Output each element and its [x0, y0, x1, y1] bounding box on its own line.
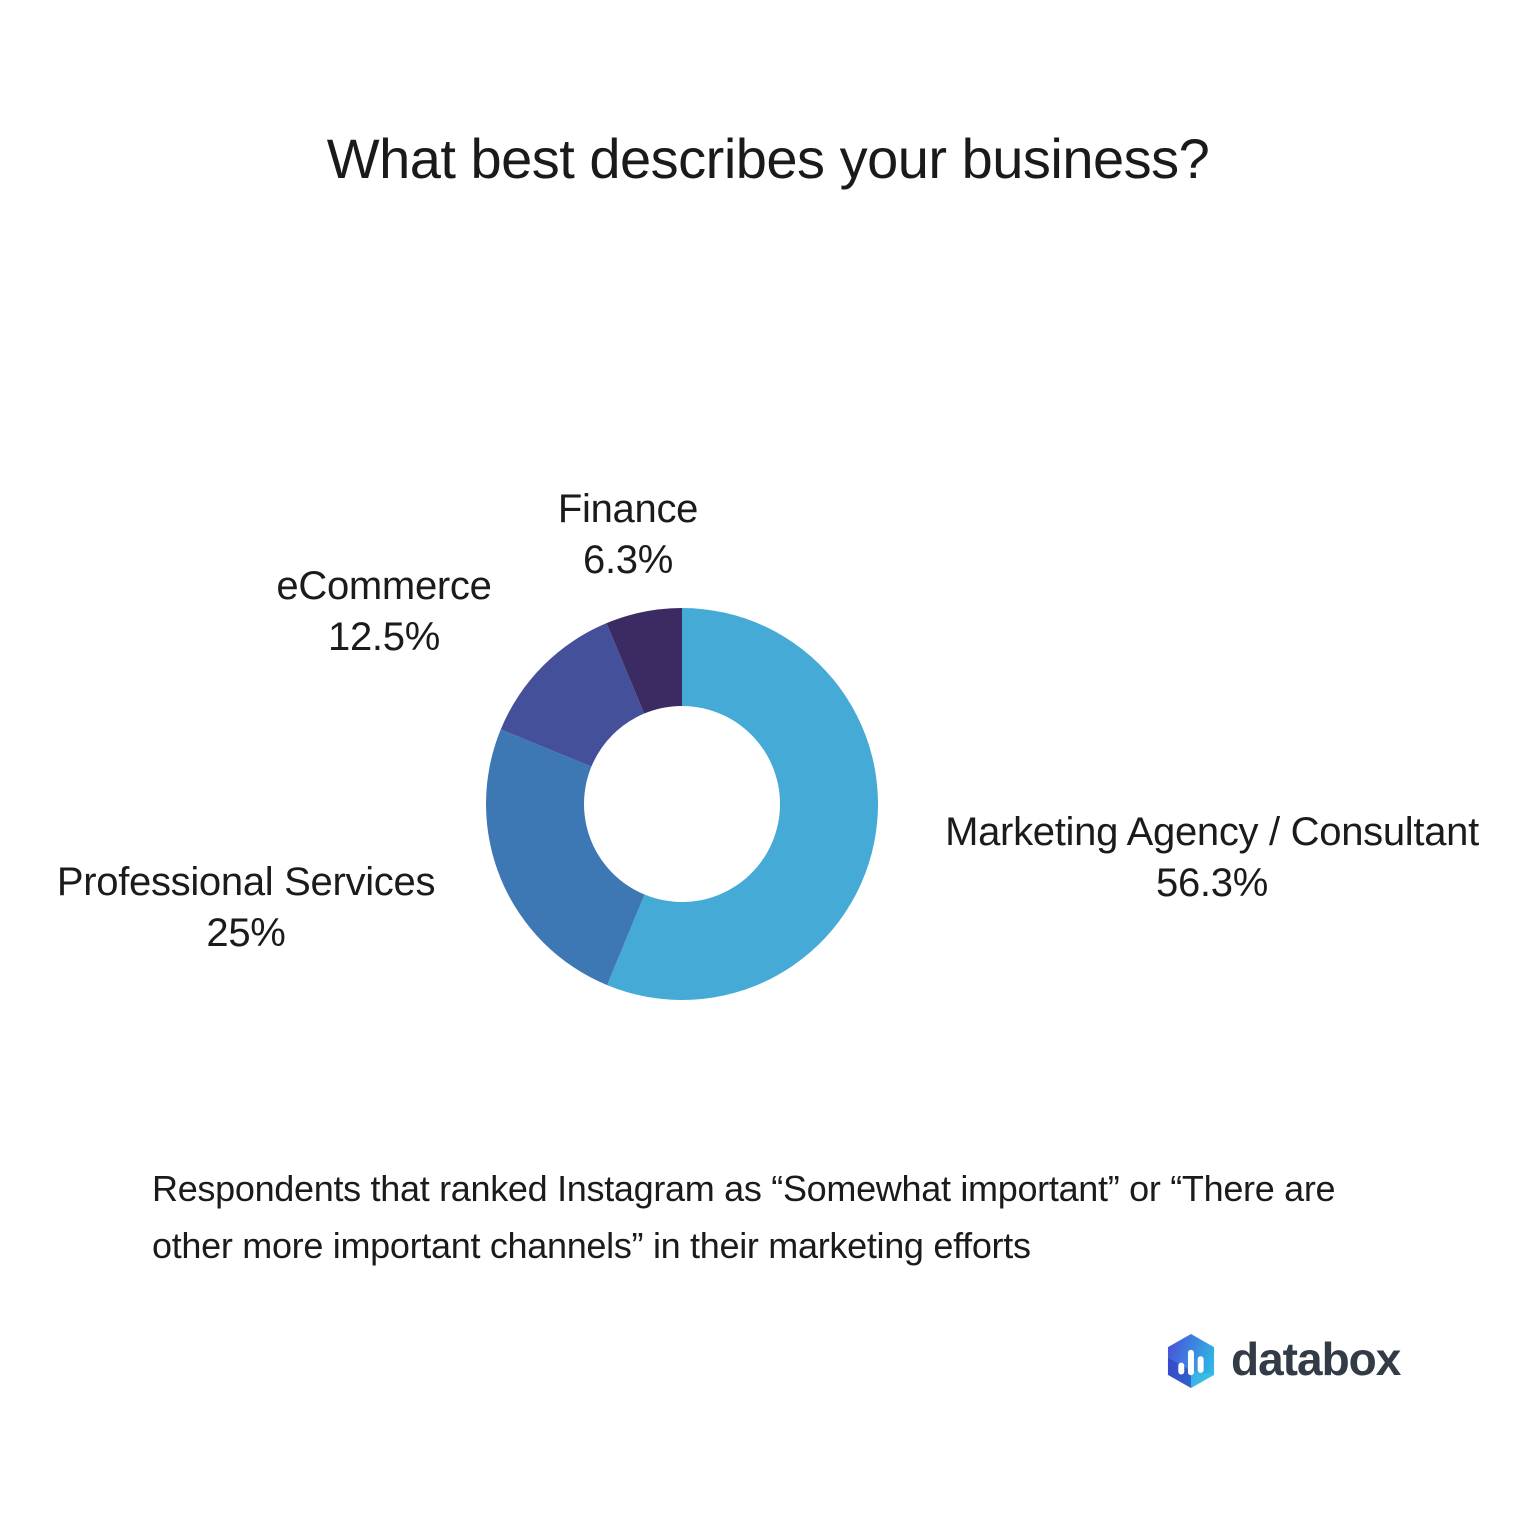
segment-label-finance: Finance 6.3% — [557, 484, 699, 586]
segment-value: 6.3% — [583, 538, 673, 582]
segment-label-marketing-agency-consultant: Marketing Agency / Consultant 56.3% — [945, 807, 1479, 909]
donut-segment-finance — [606, 608, 682, 714]
databox-logo-text: databox — [1231, 1333, 1401, 1385]
footnote-line-2: other more important channels” in their … — [152, 1225, 1031, 1266]
segment-value: 25% — [206, 911, 286, 955]
donut-segment-professional-services — [486, 729, 645, 986]
footnote-line-1: Respondents that ranked Instagram as “So… — [152, 1168, 1336, 1209]
databox-logo: databox — [1167, 1333, 1401, 1389]
chart-title: What best describes your business? — [326, 127, 1210, 190]
donut-chart — [486, 608, 878, 1000]
segment-name: Marketing Agency / Consultant — [945, 810, 1479, 854]
chart-footnote: Respondents that ranked Instagram as “So… — [152, 1160, 1432, 1274]
donut-segment-ecommerce — [500, 623, 645, 767]
segment-name: eCommerce — [276, 564, 492, 608]
segment-label-professional-services: Professional Services 25% — [56, 857, 436, 959]
segment-name: Professional Services — [56, 860, 436, 904]
segment-value: 56.3% — [1156, 861, 1268, 905]
segment-name: Finance — [557, 487, 699, 531]
segment-label-ecommerce: eCommerce 12.5% — [276, 561, 491, 663]
databox-hexagon-icon — [1167, 1334, 1215, 1388]
donut-segment-marketing-agency-consultant — [607, 608, 878, 1000]
segment-value: 12.5% — [328, 615, 440, 659]
